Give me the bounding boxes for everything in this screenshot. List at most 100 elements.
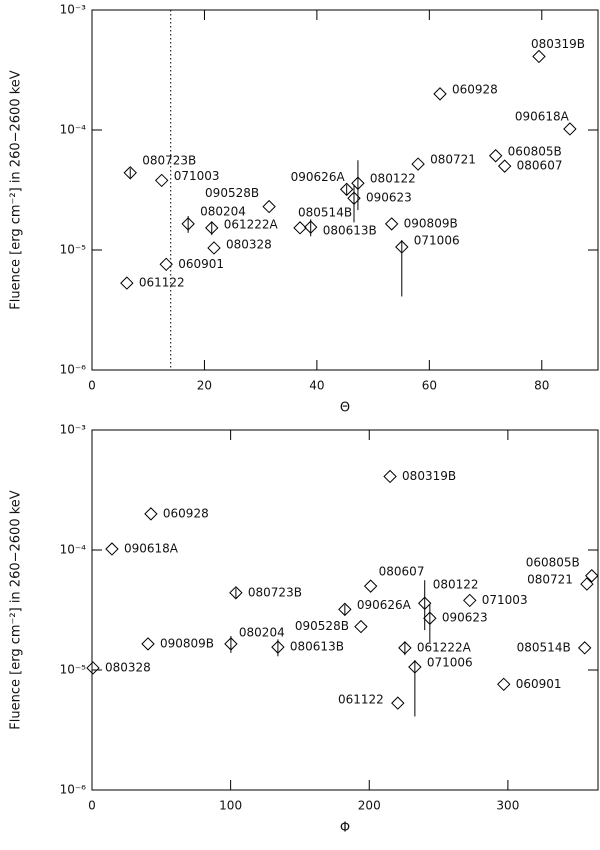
point-label: 060901 (178, 257, 224, 271)
point-label: 080204 (200, 204, 246, 218)
y-axis-title: Fluence [erg cm⁻²] in 260−2600 keV (9, 490, 24, 729)
y-tick-label: 10⁻⁴ (60, 543, 87, 557)
data-point (497, 677, 511, 692)
point-label: 080723B (142, 153, 196, 167)
point-label: 080721 (527, 573, 573, 587)
data-point (262, 199, 276, 214)
point-label: 090528B (205, 186, 259, 200)
plot-frame (91, 9, 599, 371)
data-point (293, 221, 307, 235)
data-point (354, 619, 368, 634)
point-label: 080613B (290, 640, 344, 654)
data-point (351, 176, 365, 190)
y-tick-label: 10⁻⁶ (60, 363, 87, 377)
point-label: 080721 (430, 153, 476, 167)
x-tick-label: 100 (219, 799, 242, 813)
data-point (411, 157, 425, 171)
data-point (577, 641, 592, 655)
point-label: 080723B (248, 585, 302, 599)
point-label: 080319B (531, 37, 585, 51)
point-label: 080607 (379, 565, 425, 579)
data-point (433, 87, 447, 101)
data-point (585, 569, 599, 583)
x-tick-label: 0 (88, 799, 96, 813)
point-label: 090626A (291, 170, 346, 184)
y-tick-label: 10⁻⁴ (60, 123, 87, 137)
point-label: 061222A (417, 640, 472, 654)
x-tick-label: 80 (534, 379, 549, 393)
data-point (463, 593, 477, 608)
point-label: 090528B (295, 619, 349, 633)
data-point (271, 640, 285, 654)
y-tick-label: 10⁻⁵ (60, 663, 87, 677)
point-label: 071003 (482, 593, 528, 607)
data-point (303, 220, 318, 234)
point-label: 090809B (404, 216, 458, 230)
point-label: 090626A (357, 598, 412, 612)
y-tick-label: 10⁻³ (60, 423, 87, 437)
x-tick-label: 60 (422, 379, 437, 393)
point-label: 080328 (226, 237, 272, 251)
x-axis-title: Θ (340, 401, 350, 416)
point-label: 060805B (526, 555, 580, 569)
point-label: 080613B (323, 224, 377, 238)
point-label: 090623 (366, 191, 412, 205)
point-label: 080514B (517, 640, 571, 654)
data-point (205, 221, 219, 235)
point-label: 080328 (105, 660, 151, 674)
x-tick-label: 0 (88, 379, 96, 393)
data-point (423, 611, 437, 625)
data-point (338, 602, 352, 617)
data-point (363, 579, 378, 593)
point-label: 071003 (174, 169, 220, 183)
x-tick-label: 40 (309, 379, 324, 393)
data-point (383, 469, 397, 484)
data-point (155, 173, 169, 188)
x-axis-title: Φ (340, 821, 350, 836)
data-point (497, 159, 512, 173)
point-label: 061122 (338, 693, 384, 707)
data-point (391, 696, 405, 710)
y-axis-title: Fluence [erg cm⁻²] in 260−2600 keV (9, 70, 24, 309)
data-point (224, 637, 238, 651)
data-point (488, 149, 503, 163)
point-label: 080122 (433, 578, 479, 592)
point-label: 060901 (516, 677, 562, 691)
data-point (120, 276, 134, 290)
point-label: 080204 (239, 625, 285, 639)
data-point (159, 257, 173, 272)
y-tick-label: 10⁻⁵ (60, 243, 87, 257)
x-tick-label: 300 (496, 799, 519, 813)
data-point (532, 49, 546, 64)
data-point (408, 660, 422, 674)
data-point (418, 596, 432, 610)
point-label: 080319B (402, 469, 456, 483)
data-point (86, 661, 100, 675)
x-tick-label: 200 (358, 799, 381, 813)
data-point (141, 637, 155, 651)
point-label: 060805B (508, 144, 562, 158)
point-label: 080514B (298, 205, 352, 219)
y-tick-label: 10⁻⁶ (60, 783, 87, 797)
plot-frame (91, 429, 599, 791)
point-label: 061122 (139, 276, 185, 290)
point-label: 071006 (414, 233, 460, 247)
data-point (207, 241, 221, 255)
data-point (144, 507, 158, 521)
data-point (229, 586, 243, 600)
data-point (181, 217, 195, 231)
point-label: 090618A (124, 541, 179, 555)
data-point (384, 217, 399, 231)
data-point (398, 641, 412, 655)
data-point (580, 577, 594, 591)
point-label: 061222A (224, 217, 279, 231)
point-label: 071006 (427, 655, 473, 669)
data-point (123, 166, 137, 180)
point-label: 060928 (163, 506, 209, 520)
data-point (563, 122, 577, 136)
x-tick-label: 20 (197, 379, 212, 393)
point-label: 090623 (442, 611, 488, 625)
point-label: 090618A (515, 109, 570, 123)
